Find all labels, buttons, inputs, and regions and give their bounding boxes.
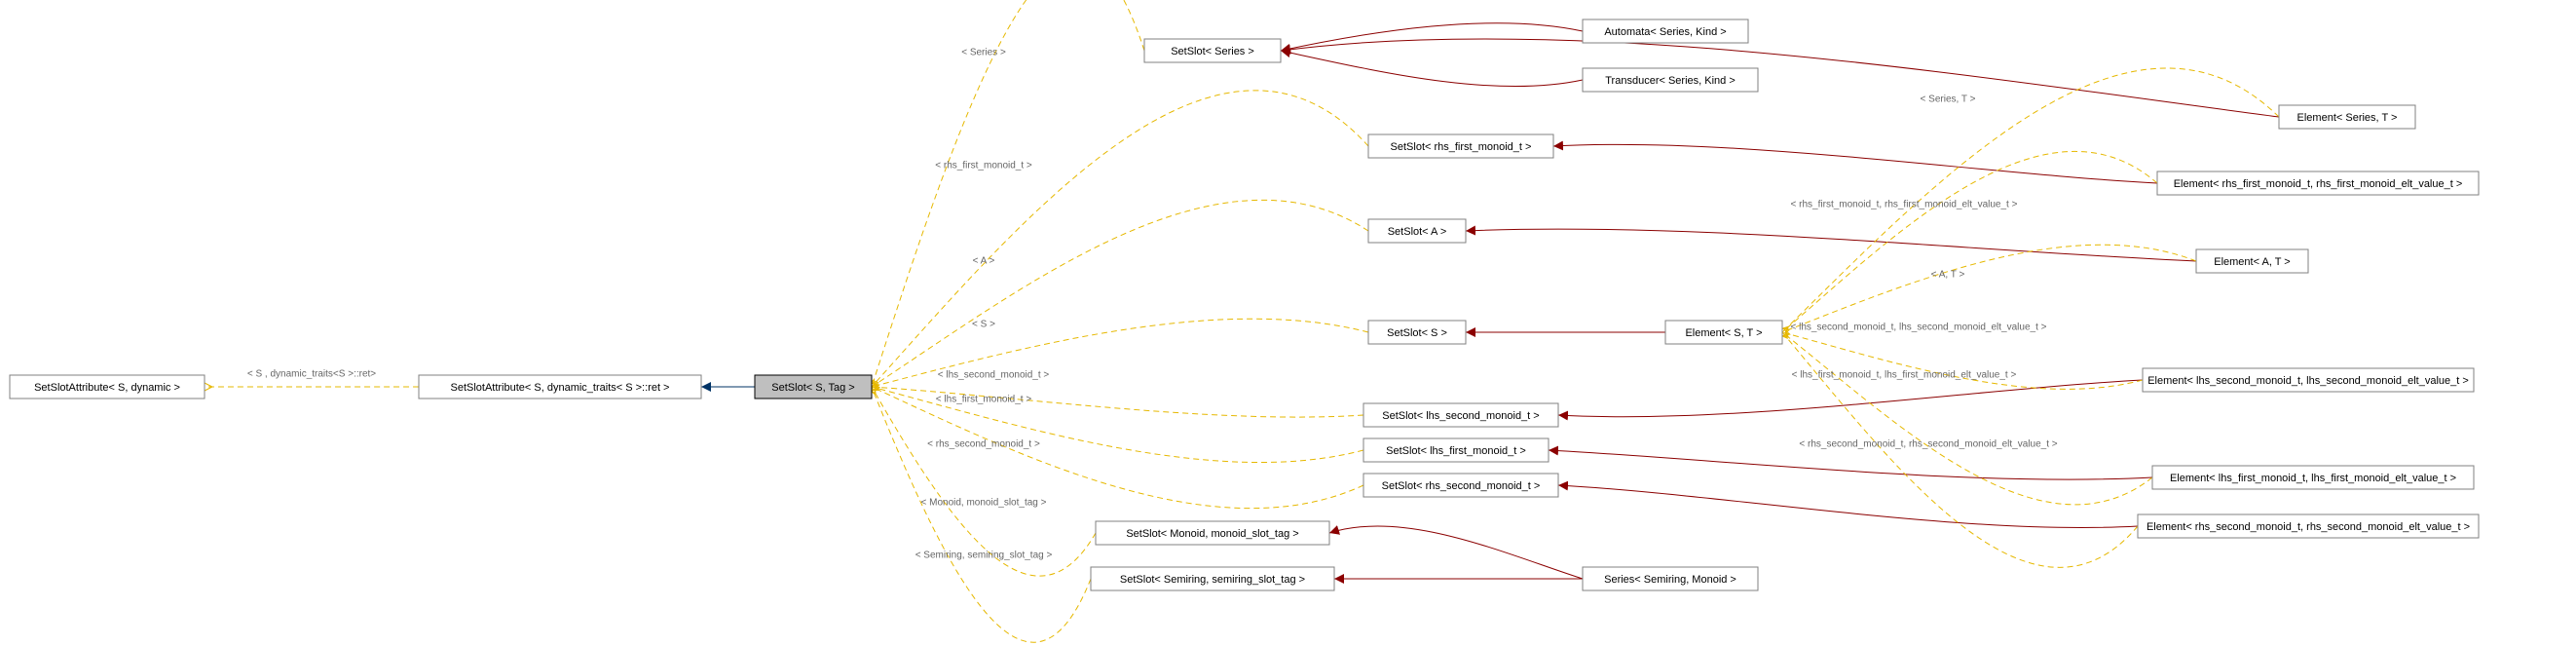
edge bbox=[1558, 380, 2143, 417]
edge-label: < A > bbox=[973, 256, 995, 267]
node-series_sm[interactable]: Series< Semiring, Monoid > bbox=[1583, 567, 1758, 590]
svg-text:SetSlot< Monoid, monoid_slot_t: SetSlot< Monoid, monoid_slot_tag > bbox=[1126, 528, 1298, 540]
svg-text:Element< A, T >: Element< A, T > bbox=[2214, 256, 2290, 268]
node-setslot_st[interactable]: SetSlot< S, Tag > bbox=[755, 375, 872, 399]
edge-label: < rhs_first_monoid_t > bbox=[935, 161, 1032, 171]
node-el_rfm[interactable]: Element< rhs_first_monoid_t, rhs_first_m… bbox=[2157, 171, 2479, 195]
edge-label: < Series, T > bbox=[1921, 95, 1976, 105]
svg-text:Transducer< Series, Kind >: Transducer< Series, Kind > bbox=[1605, 75, 1736, 87]
edge bbox=[872, 91, 1368, 387]
edge bbox=[1281, 51, 1583, 87]
svg-text:Element< Series, T >: Element< Series, T > bbox=[2297, 112, 2398, 124]
edge-label: < lhs_first_monoid_t > bbox=[936, 395, 1032, 405]
node-ss_rfm[interactable]: SetSlot< rhs_first_monoid_t > bbox=[1368, 134, 1553, 158]
svg-text:Element< lhs_first_monoid_t, l: Element< lhs_first_monoid_t, lhs_first_m… bbox=[2170, 473, 2456, 484]
svg-text:SetSlot< Semiring, semiring_sl: SetSlot< Semiring, semiring_slot_tag > bbox=[1120, 574, 1305, 586]
node-el_rsm[interactable]: Element< rhs_second_monoid_t, rhs_second… bbox=[2138, 514, 2479, 538]
node-attr_ret[interactable]: SetSlotAttribute< S, dynamic_traits< S >… bbox=[419, 375, 701, 399]
node-ss_rsm[interactable]: SetSlot< rhs_second_monoid_t > bbox=[1363, 474, 1558, 497]
svg-text:SetSlot< A >: SetSlot< A > bbox=[1388, 226, 1447, 238]
edge-label: < rhs_first_monoid_t, rhs_first_monoid_e… bbox=[1791, 200, 2018, 210]
edge-label: < A, T > bbox=[1931, 270, 1965, 281]
node-attr_dyn[interactable]: SetSlotAttribute< S, dynamic > bbox=[10, 375, 205, 399]
edge-label: < lhs_second_monoid_t > bbox=[938, 370, 1050, 381]
edge-label: < S , dynamic_traits<S >::ret> bbox=[247, 369, 376, 380]
edge bbox=[1782, 332, 2152, 505]
edge bbox=[1549, 450, 2152, 479]
edge bbox=[1281, 39, 2279, 117]
inheritance-diagram: < S , dynamic_traits<S >::ret> < Series >… bbox=[0, 0, 2576, 646]
edge bbox=[872, 387, 1096, 576]
node-automata[interactable]: Automata< Series, Kind > bbox=[1583, 19, 1748, 43]
edge-label: < lhs_second_monoid_t, lhs_second_monoid… bbox=[1791, 323, 2047, 333]
node-transducer[interactable]: Transducer< Series, Kind > bbox=[1583, 68, 1758, 92]
svg-text:SetSlot< S, Tag >: SetSlot< S, Tag > bbox=[771, 382, 854, 394]
node-el_a[interactable]: Element< A, T > bbox=[2196, 249, 2308, 273]
edge bbox=[1782, 151, 2157, 332]
edge-label: < Semiring, semiring_slot_tag > bbox=[915, 551, 1053, 561]
node-ss_lsm[interactable]: SetSlot< lhs_second_monoid_t > bbox=[1363, 403, 1558, 427]
node-el_lfm[interactable]: Element< lhs_first_monoid_t, lhs_first_m… bbox=[2152, 466, 2474, 489]
edge bbox=[1782, 332, 2138, 567]
node-ss_series[interactable]: SetSlot< Series > bbox=[1144, 39, 1281, 62]
edge bbox=[1329, 526, 1583, 579]
svg-text:Element< S, T >: Element< S, T > bbox=[1685, 327, 1762, 339]
edge-label: < Series > bbox=[961, 48, 1006, 58]
edge bbox=[872, 387, 1091, 642]
edge bbox=[872, 200, 1368, 387]
edge bbox=[1558, 485, 2138, 528]
node-ss_semiring[interactable]: SetSlot< Semiring, semiring_slot_tag > bbox=[1091, 567, 1334, 590]
svg-text:Element< lhs_second_monoid_t,: Element< lhs_second_monoid_t, lhs_second… bbox=[2147, 375, 2469, 387]
svg-text:Element< rhs_first_monoid_t, r: Element< rhs_first_monoid_t, rhs_first_m… bbox=[2174, 178, 2463, 190]
svg-text:SetSlotAttribute< S, dynamic >: SetSlotAttribute< S, dynamic > bbox=[34, 382, 180, 394]
svg-text:SetSlot< rhs_second_monoid_t >: SetSlot< rhs_second_monoid_t > bbox=[1382, 480, 1541, 492]
node-el_series[interactable]: Element< Series, T > bbox=[2279, 105, 2415, 129]
node-ss_s[interactable]: SetSlot< S > bbox=[1368, 321, 1466, 344]
node-el_s[interactable]: Element< S, T > bbox=[1665, 321, 1782, 344]
node-ss_lfm[interactable]: SetSlot< lhs_first_monoid_t > bbox=[1363, 438, 1549, 462]
edge-label: < S > bbox=[972, 320, 995, 330]
svg-text:SetSlot< S >: SetSlot< S > bbox=[1387, 327, 1447, 339]
edge bbox=[1281, 23, 1583, 51]
edge-label: < rhs_second_monoid_t > bbox=[927, 439, 1040, 450]
svg-text:SetSlotAttribute< S, dynamic_t: SetSlotAttribute< S, dynamic_traits< S >… bbox=[450, 382, 669, 394]
edge bbox=[1553, 144, 2157, 183]
node-ss_a[interactable]: SetSlot< A > bbox=[1368, 219, 1466, 243]
edge-label: < Monoid, monoid_slot_tag > bbox=[921, 498, 1047, 509]
svg-text:Automata< Series, Kind >: Automata< Series, Kind > bbox=[1604, 26, 1726, 38]
svg-text:SetSlot< Series >: SetSlot< Series > bbox=[1171, 46, 1254, 57]
edge bbox=[872, 0, 1144, 387]
svg-text:SetSlot< lhs_second_monoid_t >: SetSlot< lhs_second_monoid_t > bbox=[1382, 410, 1539, 422]
node-el_lsm[interactable]: Element< lhs_second_monoid_t, lhs_second… bbox=[2143, 368, 2474, 392]
svg-text:Series< Semiring, Monoid >: Series< Semiring, Monoid > bbox=[1604, 574, 1736, 586]
svg-text:Element< rhs_second_monoid_t,: Element< rhs_second_monoid_t, rhs_second… bbox=[2147, 521, 2470, 533]
edge-label: < lhs_first_monoid_t, lhs_first_monoid_e… bbox=[1792, 370, 2017, 381]
node-ss_monoid[interactable]: SetSlot< Monoid, monoid_slot_tag > bbox=[1096, 521, 1329, 545]
svg-text:SetSlot< rhs_first_monoid_t >: SetSlot< rhs_first_monoid_t > bbox=[1391, 141, 1532, 153]
svg-text:SetSlot< lhs_first_monoid_t >: SetSlot< lhs_first_monoid_t > bbox=[1386, 445, 1526, 457]
edge-label: < rhs_second_monoid_t, rhs_second_monoid… bbox=[1799, 439, 2057, 450]
